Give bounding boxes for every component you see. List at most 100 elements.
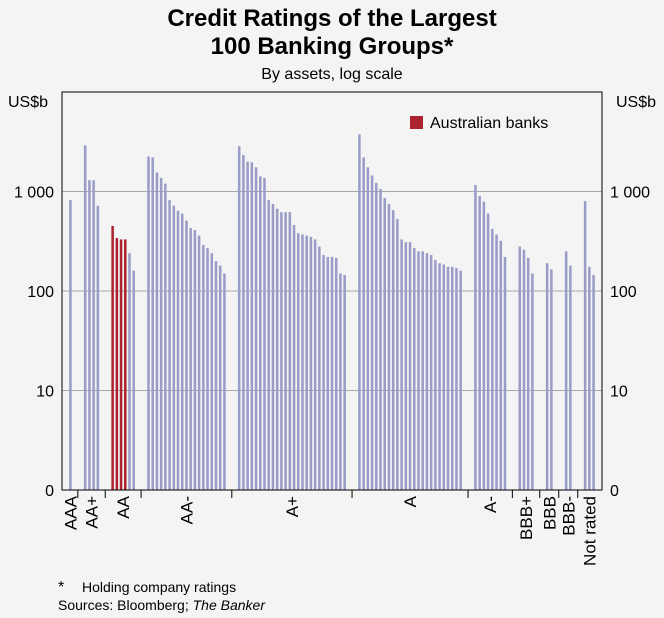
- bar: [522, 249, 526, 490]
- bar: [421, 251, 424, 490]
- y2-tick-label: 100: [610, 284, 637, 301]
- bar: [185, 220, 188, 490]
- bar: [455, 268, 458, 490]
- bar: [197, 235, 201, 490]
- bar: [326, 256, 330, 490]
- bar: [592, 274, 595, 490]
- chart-subtitle: By assets, log scale: [261, 66, 403, 83]
- bar: [526, 257, 530, 490]
- bar: [486, 213, 490, 490]
- bar: [237, 146, 241, 491]
- x-tick-label: Not rated: [580, 496, 599, 566]
- bar: [482, 201, 486, 491]
- bar: [499, 240, 503, 490]
- footnote: Holding company ratings: [82, 579, 236, 595]
- bar: [404, 242, 408, 490]
- bar: [280, 212, 283, 490]
- bar: [210, 253, 214, 490]
- bar: [408, 242, 412, 490]
- bar: [132, 270, 135, 490]
- bar: [147, 156, 150, 491]
- bar: [124, 239, 127, 490]
- bar: [358, 134, 361, 490]
- bar: [305, 235, 308, 490]
- bar: [250, 162, 254, 490]
- bar: [119, 239, 123, 490]
- bar: [92, 180, 95, 490]
- bar: [362, 157, 365, 490]
- bar: [413, 248, 416, 490]
- bar: [115, 238, 119, 490]
- y-tick-label: 1 000: [14, 185, 54, 202]
- bar: [518, 246, 521, 490]
- x-tick-label: A-: [481, 496, 500, 513]
- x-tick-label: AAA: [61, 495, 80, 530]
- bar: [503, 256, 507, 490]
- bar: [400, 239, 403, 490]
- bar: [588, 266, 591, 490]
- bar: [206, 248, 209, 490]
- y-axis-label: US$b: [8, 94, 48, 111]
- bar: [168, 200, 171, 491]
- sources-text: Sources: Bloomberg;: [58, 597, 193, 613]
- bar: [429, 255, 433, 490]
- bar: [128, 253, 131, 490]
- bar: [334, 257, 338, 490]
- x-tick-label: AA+: [83, 496, 102, 529]
- y-tick-label: 10: [36, 384, 54, 401]
- y2-tick-label: 0: [610, 483, 619, 500]
- x-tick-label: BBB: [540, 496, 559, 530]
- y-tick-label: 100: [27, 284, 54, 301]
- bar: [284, 212, 287, 490]
- x-tick-label: A+: [283, 496, 302, 517]
- bar: [491, 228, 494, 490]
- bar: [214, 261, 218, 490]
- bar: [438, 263, 441, 490]
- bar: [296, 233, 300, 491]
- sources-italic: The Banker: [193, 597, 267, 613]
- bar: [564, 251, 568, 490]
- bar: [83, 145, 87, 490]
- bar: [318, 246, 321, 490]
- bar: [309, 236, 313, 490]
- bar: [246, 161, 249, 490]
- y2-tick-label: 10: [610, 384, 628, 401]
- bar: [583, 201, 587, 490]
- chart-title: 100 Banking Groups*: [211, 33, 454, 60]
- bar: [263, 177, 266, 490]
- bar: [88, 180, 91, 490]
- bar: [193, 230, 197, 490]
- bar: [242, 154, 245, 490]
- bar: [313, 239, 317, 490]
- bar: [159, 177, 163, 490]
- bar: [478, 196, 481, 491]
- bar: [375, 182, 378, 490]
- bar: [69, 200, 72, 491]
- y-tick-label: 0: [45, 483, 54, 500]
- bar: [379, 188, 382, 491]
- bar: [370, 175, 374, 490]
- bar: [218, 265, 222, 490]
- bar: [383, 198, 386, 491]
- bar: [111, 226, 114, 490]
- bar: [254, 167, 258, 490]
- bar: [189, 227, 192, 490]
- bar: [550, 269, 553, 490]
- bar: [387, 203, 391, 491]
- legend-label: Australian banks: [430, 115, 548, 132]
- bar: [155, 172, 159, 490]
- bar: [446, 266, 450, 490]
- bar: [391, 210, 395, 491]
- bar: [292, 225, 296, 490]
- bar: [267, 200, 270, 491]
- bar: [569, 265, 572, 490]
- bar: [474, 185, 477, 490]
- bar: [275, 208, 279, 491]
- bar: [271, 203, 275, 491]
- bar: [396, 218, 399, 490]
- legend-swatch: [410, 116, 423, 129]
- x-tick-label: A: [401, 495, 420, 507]
- sources: Sources: Bloomberg; The Banker: [58, 597, 266, 613]
- x-tick-label: AA-: [177, 496, 196, 524]
